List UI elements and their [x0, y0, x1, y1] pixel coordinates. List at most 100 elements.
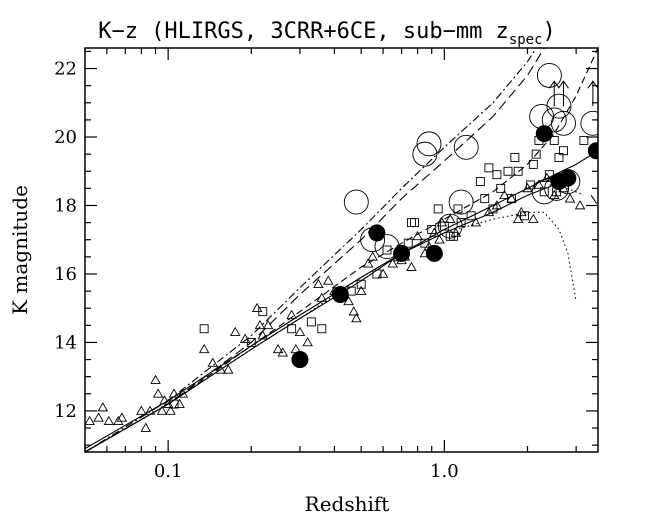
- square-point: [492, 170, 502, 180]
- open-circle-point: [551, 110, 576, 136]
- triangle-point: [323, 275, 334, 285]
- open-circle-point: [536, 62, 562, 88]
- open-circle-point: [448, 189, 474, 215]
- lower-limit-arrow: [548, 80, 560, 107]
- square-point: [246, 337, 256, 347]
- triangle-point: [294, 326, 306, 336]
- triangle-point: [174, 398, 185, 408]
- square-point: [513, 166, 523, 176]
- triangle-point: [140, 422, 152, 432]
- model-curve-dotted: [85, 211, 577, 452]
- triangle-point: [302, 337, 313, 347]
- triangle-point: [406, 261, 417, 271]
- data-markers: [85, 62, 598, 432]
- square-point: [475, 177, 485, 186]
- axis-ticks: 0.1 1.0 12 14 16 18 20 22: [54, 48, 598, 482]
- triangle-point: [198, 343, 210, 354]
- y-tick-label: 18: [54, 195, 77, 216]
- x-axis-label: Redshift: [305, 492, 390, 516]
- triangle-point: [564, 193, 576, 203]
- triangle-point: [434, 234, 445, 244]
- square-point: [488, 204, 498, 214]
- triangle-point: [533, 179, 545, 189]
- square-point: [427, 225, 437, 234]
- open-circle-point: [343, 189, 369, 215]
- open-circle-point: [580, 110, 598, 136]
- triangle-point: [355, 285, 367, 295]
- x-tick-label: 1.0: [430, 461, 459, 482]
- y-tick-label: 20: [54, 127, 77, 148]
- square-point: [199, 324, 209, 334]
- square-point: [503, 166, 513, 176]
- square-point: [169, 399, 179, 409]
- y-tick-label: 22: [54, 59, 77, 80]
- filled-circle-point: [393, 244, 411, 262]
- triangle-point: [97, 402, 109, 412]
- plot-frame: [84, 47, 599, 453]
- lower-limit-arrow: [587, 80, 598, 107]
- triangle-point: [499, 189, 510, 200]
- model-curve-dotted: [549, 184, 585, 196]
- triangle-point: [506, 193, 517, 203]
- filled-circle-point: [331, 286, 349, 304]
- square-point: [449, 231, 459, 241]
- model-curve-long-dash-short: [590, 194, 598, 206]
- open-circle-point: [453, 134, 479, 160]
- filled-circle-point: [535, 125, 553, 143]
- triangle-point: [313, 278, 324, 289]
- square-point: [507, 194, 516, 204]
- triangle-point: [343, 295, 354, 306]
- model-curve-dash-dot: [85, 48, 537, 452]
- square-point: [406, 218, 416, 228]
- triangle-point: [367, 251, 378, 261]
- triangle-point: [351, 313, 362, 323]
- square-point: [403, 238, 413, 248]
- triangle-point: [168, 388, 180, 398]
- square-point: [317, 324, 327, 334]
- triangle-point: [412, 230, 423, 241]
- square-point: [372, 269, 382, 279]
- filled-circle-point: [559, 169, 577, 187]
- triangle-point: [207, 357, 218, 367]
- triangle-point: [548, 189, 560, 200]
- square-point: [287, 324, 297, 334]
- triangle-point: [528, 213, 539, 224]
- square-point: [410, 218, 419, 228]
- y-tick-label: 16: [54, 264, 77, 285]
- triangle-point: [85, 415, 95, 426]
- triangle-point: [348, 306, 360, 316]
- triangle-point: [215, 364, 226, 374]
- triangle-point: [387, 258, 398, 268]
- triangle-point: [103, 415, 115, 426]
- open-circle-point: [529, 104, 555, 129]
- triangle-point: [483, 206, 495, 217]
- square-point: [420, 238, 430, 248]
- square-point: [559, 146, 568, 156]
- triangle-point: [150, 374, 161, 384]
- triangle-point: [177, 388, 189, 398]
- open-circle-point: [541, 107, 567, 133]
- open-circle-point: [416, 131, 442, 157]
- triangle-point: [470, 217, 482, 227]
- y-tick-label: 12: [54, 401, 77, 422]
- square-point: [531, 149, 541, 159]
- model-curve-solid: [85, 150, 598, 452]
- model-curves: [85, 48, 598, 452]
- triangle-point: [444, 213, 456, 224]
- model-curve-solid: [85, 177, 577, 450]
- open-circle-point: [437, 213, 463, 239]
- triangle-point: [377, 268, 389, 278]
- triangle-point: [165, 405, 176, 415]
- square-point: [484, 163, 494, 173]
- square-point: [456, 218, 466, 228]
- triangle-point: [277, 347, 289, 357]
- triangle-point: [144, 405, 156, 415]
- filled-circle-point: [425, 244, 443, 262]
- triangle-point: [229, 326, 241, 336]
- triangle-point: [156, 405, 168, 415]
- open-circle-point: [531, 179, 557, 205]
- square-point: [520, 211, 529, 221]
- triangle-point: [136, 405, 147, 415]
- triangle-point: [262, 319, 274, 330]
